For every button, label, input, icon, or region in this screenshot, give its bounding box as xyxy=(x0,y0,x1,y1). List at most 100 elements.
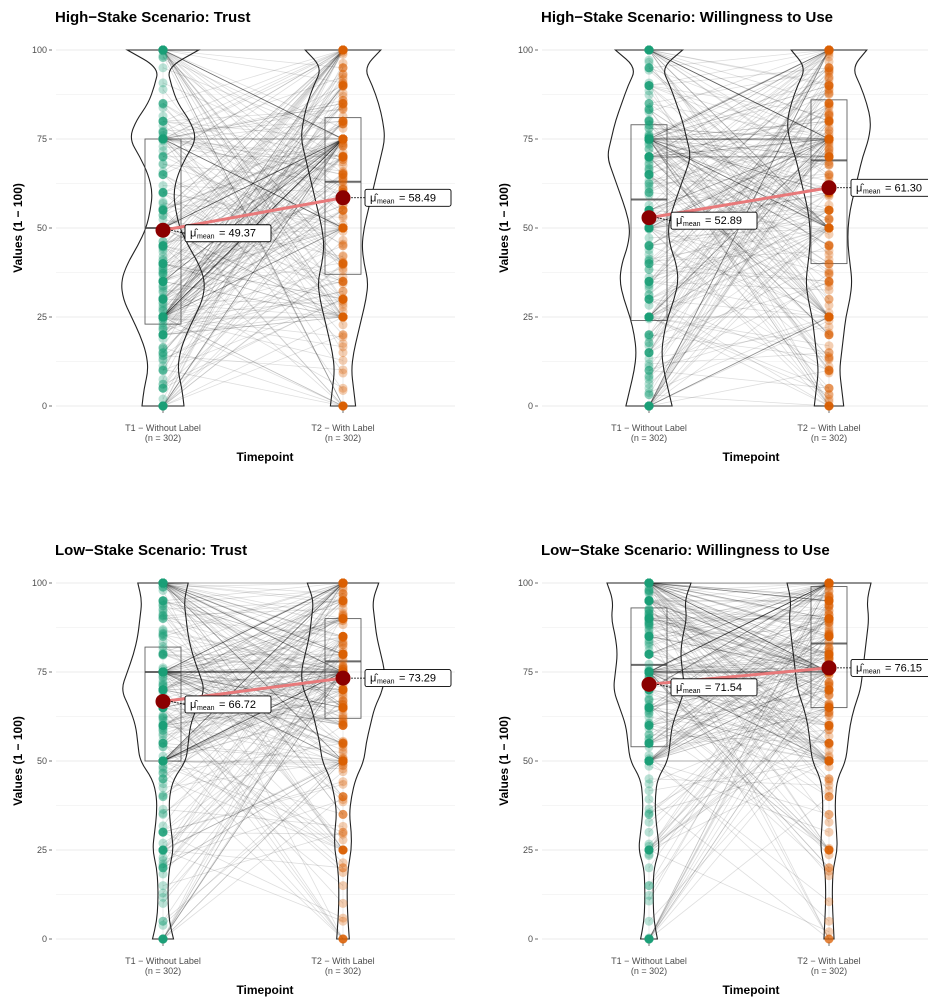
data-point xyxy=(824,117,834,127)
data-point xyxy=(824,152,834,162)
x-tick-label: T2 − With Label xyxy=(797,423,860,433)
paired-line xyxy=(648,582,830,655)
data-point xyxy=(644,341,654,351)
data-point xyxy=(158,667,168,677)
paired-line xyxy=(162,661,344,676)
data-point xyxy=(644,621,654,631)
data-point xyxy=(158,578,168,588)
paired-line xyxy=(162,49,344,158)
data-point xyxy=(158,611,168,621)
data-point xyxy=(158,720,168,730)
paired-line xyxy=(162,771,344,922)
data-point xyxy=(338,116,348,126)
paired-line xyxy=(648,610,830,619)
paired-line xyxy=(162,778,344,851)
paired-line xyxy=(162,85,344,175)
data-point xyxy=(338,81,348,91)
data-point xyxy=(824,205,834,215)
data-point xyxy=(824,312,834,322)
paired-line xyxy=(162,742,344,762)
paired-line xyxy=(648,583,830,886)
data-point xyxy=(644,81,654,91)
data-point xyxy=(158,578,168,588)
data-point xyxy=(338,134,348,144)
data-point xyxy=(158,596,168,606)
paired-line xyxy=(162,189,344,407)
data-point xyxy=(824,259,834,269)
data-point xyxy=(158,631,168,641)
data-point xyxy=(338,45,348,55)
paired-line xyxy=(162,138,344,229)
data-point xyxy=(644,134,654,144)
data-point xyxy=(644,596,654,606)
data-point xyxy=(644,63,654,73)
data-point xyxy=(338,348,348,358)
data-point xyxy=(338,170,348,180)
data-point xyxy=(158,312,168,322)
data-point xyxy=(158,710,168,720)
data-point xyxy=(644,738,654,748)
data-point xyxy=(158,276,168,286)
paired-line xyxy=(162,694,344,736)
paired-line xyxy=(648,282,830,338)
paired-line xyxy=(648,316,830,389)
data-point xyxy=(644,330,654,340)
data-point xyxy=(338,259,348,269)
data-point xyxy=(338,134,348,144)
paired-line xyxy=(648,227,830,407)
data-point xyxy=(158,323,168,333)
data-point xyxy=(338,312,348,322)
paired-line xyxy=(162,582,344,762)
paired-line xyxy=(648,85,830,140)
paired-line xyxy=(648,582,830,602)
data-point xyxy=(338,589,348,599)
data-point xyxy=(824,134,834,144)
paired-line xyxy=(162,671,344,875)
data-point xyxy=(824,134,834,144)
paired-line xyxy=(648,650,830,672)
data-point xyxy=(338,756,348,766)
paired-line xyxy=(648,67,830,86)
data-point xyxy=(158,401,168,411)
data-point xyxy=(338,205,348,215)
data-point xyxy=(824,276,834,286)
data-point xyxy=(158,134,168,144)
data-point xyxy=(158,578,168,588)
data-point xyxy=(644,152,654,162)
y-tick-label: 25 xyxy=(37,312,47,322)
data-point xyxy=(158,401,168,411)
paired-line xyxy=(648,70,830,104)
data-point xyxy=(824,215,834,225)
paired-line xyxy=(648,209,830,300)
paired-line xyxy=(648,582,830,602)
paired-line xyxy=(162,589,344,605)
paired-line xyxy=(648,49,830,187)
data-point xyxy=(338,45,348,55)
data-point xyxy=(824,827,834,837)
data-point xyxy=(158,738,168,748)
paired-line xyxy=(648,138,830,407)
data-point xyxy=(338,748,348,758)
data-point xyxy=(644,703,654,713)
data-point xyxy=(158,276,168,286)
data-point xyxy=(644,348,654,358)
data-point xyxy=(338,45,348,55)
paired-line xyxy=(648,250,830,262)
data-point xyxy=(158,383,168,393)
data-point xyxy=(824,401,834,411)
data-point xyxy=(158,578,168,588)
data-point xyxy=(644,123,654,133)
data-point xyxy=(158,649,168,659)
paired-line xyxy=(648,85,830,229)
data-point xyxy=(824,200,834,210)
paired-line xyxy=(162,227,344,318)
data-point xyxy=(158,312,168,322)
paired-line xyxy=(162,120,344,229)
paired-line xyxy=(648,49,830,229)
data-point xyxy=(824,45,834,55)
paired-line xyxy=(162,582,344,762)
data-point xyxy=(824,134,834,144)
paired-line xyxy=(648,370,830,407)
data-point xyxy=(824,136,834,146)
paired-line xyxy=(162,54,344,140)
